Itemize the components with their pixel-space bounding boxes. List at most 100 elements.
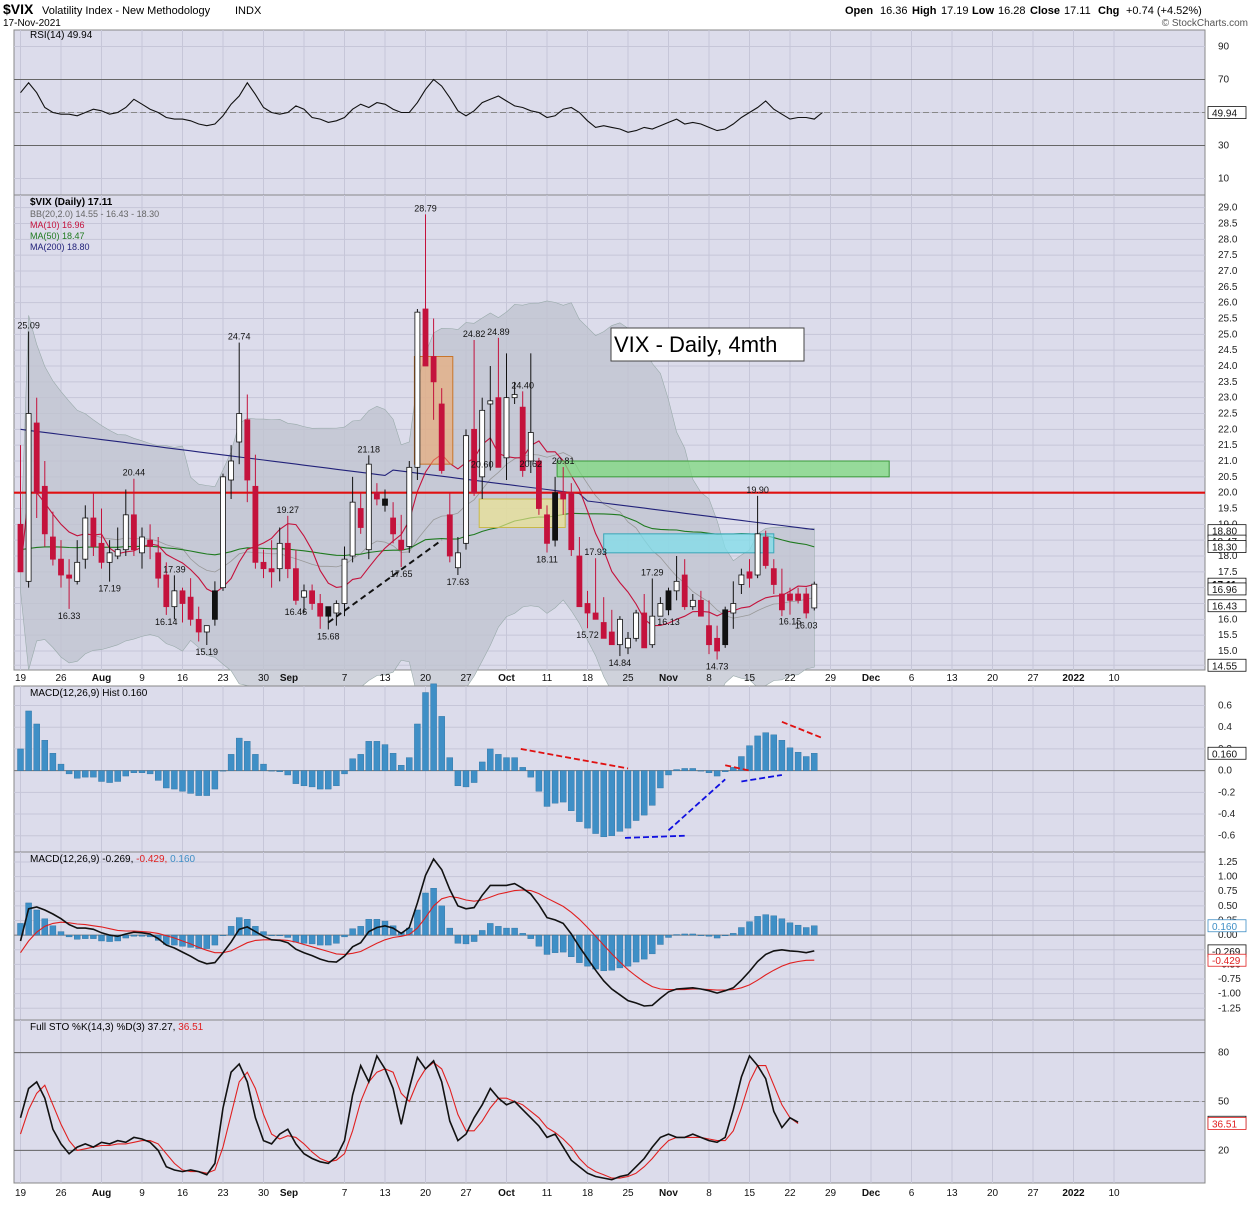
- candle-body: [106, 552, 113, 563]
- macd-hist-bar: [641, 770, 648, 816]
- macd-hist-bar: [187, 770, 194, 794]
- x-tick-label-bottom: 9: [139, 1188, 145, 1199]
- x-tick-label: Sep: [280, 673, 298, 684]
- macd-panel-hist-bar: [738, 927, 745, 936]
- candle-body: [641, 612, 648, 649]
- candle-body: [25, 413, 32, 582]
- macd-hist-bar: [730, 767, 737, 771]
- price-axis-label: 15.5: [1218, 630, 1238, 641]
- macd-panel-hist-bar: [624, 934, 632, 967]
- macd-hist-bar: [163, 770, 170, 789]
- candle-body: [341, 558, 348, 604]
- price-last-value: 14.55: [1212, 661, 1237, 672]
- macd-hist-bar: [479, 761, 486, 771]
- macd-hist-bar: [98, 770, 105, 782]
- x-tick-label-bottom: 18: [582, 1188, 594, 1199]
- close-value: 17.11: [1064, 5, 1091, 17]
- candle-body: [422, 308, 429, 367]
- macd-hist-bar: [438, 716, 445, 771]
- macd-hist-bar: [754, 735, 761, 771]
- x-tick-label: 13: [379, 673, 391, 684]
- macd-panel-hist-bar: [551, 934, 559, 953]
- macd-hist-bar: [308, 770, 316, 788]
- macd-panel-hist-bar: [722, 934, 729, 936]
- macd-hist-bar: [292, 770, 300, 784]
- macd-hist-bar: [778, 740, 786, 771]
- macd-panel-hist-bar: [592, 934, 599, 970]
- price-last-value-box: [1207, 658, 1247, 672]
- candle-body: [665, 590, 672, 611]
- price-axis-label: 24.0: [1218, 361, 1238, 372]
- macd-hist-bar: [568, 770, 575, 811]
- macd-hist-bar: [527, 770, 534, 778]
- hist-axis-label: -0.4: [1218, 809, 1236, 820]
- macd-last-value: -0.269: [1212, 947, 1241, 958]
- candle-body: [519, 406, 526, 471]
- price-axis-label: 22.0: [1218, 424, 1238, 435]
- price-annotation: 17.63: [447, 577, 470, 587]
- price-annotation: 16.46: [285, 607, 308, 617]
- price-axis-label: 28.0: [1218, 234, 1238, 245]
- macd-panel-hist-bar: [325, 934, 332, 946]
- macd-panel-hist-bar: [649, 934, 656, 955]
- macd-panel-hist-bar: [138, 934, 146, 937]
- price-axis-label: 24.5: [1218, 345, 1238, 356]
- sto-axis-label: 50: [1218, 1097, 1230, 1108]
- x-tick-label: 2022: [1062, 673, 1085, 684]
- candle-body: [592, 612, 599, 620]
- macd-panel-hist-bar: [470, 934, 478, 942]
- macd-panel-hist-bar: [641, 934, 648, 960]
- x-tick-label-bottom: 30: [258, 1188, 270, 1199]
- price-annotation: 21.18: [358, 444, 381, 454]
- x-tick-label: 23: [217, 673, 229, 684]
- candle-body: [357, 508, 364, 528]
- candle-body: [503, 397, 510, 459]
- macd-hist-bar: [608, 770, 615, 836]
- price-axis-label: 27.5: [1218, 250, 1238, 261]
- annotation-box: [610, 327, 805, 362]
- candle-body: [58, 558, 64, 576]
- price-annotation: 14.73: [706, 662, 729, 672]
- x-tick-label-bottom: 25: [622, 1188, 634, 1199]
- price-annotation: 18.11: [536, 555, 558, 565]
- macd-hist-bar: [73, 770, 81, 779]
- candle-body: [454, 552, 461, 569]
- price-axis-label: 25.0: [1218, 329, 1238, 340]
- sto-title: Full STO %K(14,3) %D(3) 37.27, 36.51: [30, 1022, 204, 1033]
- low-value: 16.28: [998, 5, 1026, 17]
- macd-hist-bar: [487, 748, 494, 771]
- x-tick-label-bottom: 11: [542, 1188, 553, 1199]
- price-axis-label: 22.5: [1218, 409, 1238, 420]
- macd-panel-hist-bar: [317, 934, 324, 946]
- macd-hist-bar: [235, 737, 243, 771]
- candle-body: [811, 583, 818, 609]
- macd-hist-bar: [551, 770, 559, 804]
- macd-panel-hist-bar: [770, 915, 777, 936]
- hist-divergence-blue: [624, 834, 685, 839]
- price-annotation: 20.44: [123, 468, 146, 478]
- candle-body: [41, 485, 48, 535]
- candle-body: [82, 517, 89, 560]
- x-tick-label-bottom: 15: [744, 1188, 756, 1199]
- candle-body: [244, 419, 251, 481]
- hist-axis-label: -0.2: [1218, 787, 1236, 798]
- price-last-value: 18.30: [1212, 543, 1237, 554]
- x-tick-label: Dec: [862, 673, 881, 684]
- sto-axis-label: 20: [1218, 1145, 1230, 1156]
- macd-hist-bar: [138, 770, 146, 773]
- candle-body: [698, 599, 704, 617]
- macd-hist-bar: [82, 770, 89, 778]
- macd-hist-bar: [122, 770, 130, 777]
- candle-body: [155, 552, 162, 579]
- sto-d-line: [19, 1061, 799, 1179]
- price-annotation: 24.74: [228, 332, 251, 342]
- macd-hist-bar: [49, 753, 57, 771]
- macd-last-value: 0.160: [1212, 922, 1237, 933]
- candle-body: [398, 539, 405, 551]
- price-annotation: 20.60: [471, 460, 494, 470]
- hist-axis-label: -0.6: [1218, 831, 1236, 842]
- price-last-value: 16.96: [1212, 585, 1237, 596]
- candle-body: [722, 609, 729, 646]
